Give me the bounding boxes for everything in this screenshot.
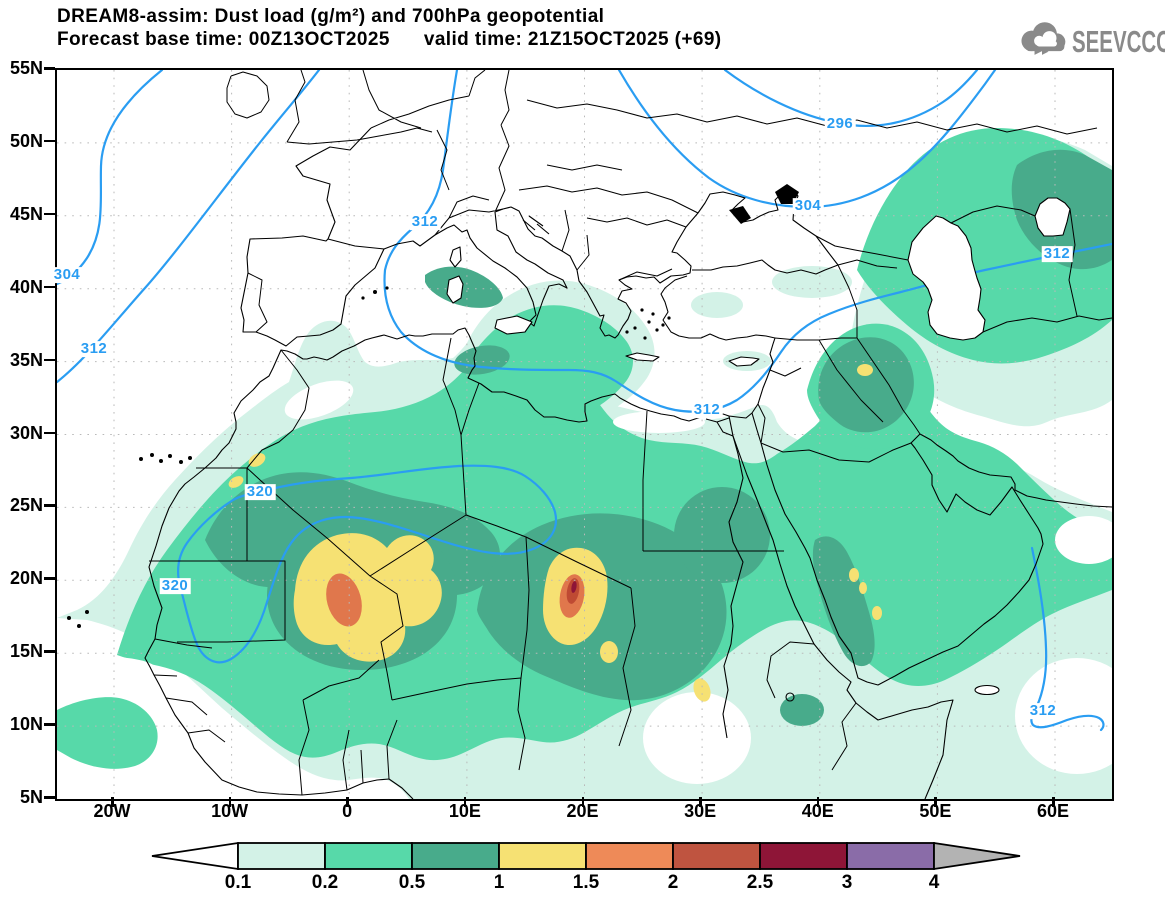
- colorbar-cell: [846, 842, 935, 870]
- colorbar-above-max-arrow: [933, 841, 1021, 871]
- lon-label: 10W: [211, 801, 249, 821]
- lat-tick: [44, 139, 55, 143]
- lon-tick: [346, 797, 349, 807]
- lat-label: 40N: [9, 276, 43, 297]
- lon-label: 40E: [801, 801, 834, 821]
- colorbar-tick-label: 3: [841, 872, 853, 893]
- lat-tick: [44, 796, 55, 799]
- lat-tick: [44, 723, 55, 726]
- lat-label: 10N: [9, 714, 43, 735]
- lat-tick: [44, 650, 55, 653]
- lat-tick: [44, 358, 55, 362]
- map-panel: 296 304 304 312 312 312 312 312 320 320: [51, 68, 1114, 801]
- lon-tick: [699, 797, 702, 807]
- colorbar-cell: [411, 842, 500, 870]
- lon-label: 20W: [93, 801, 131, 821]
- chart-title: DREAM8-assim: Dust load (g/m²) and 700hP…: [57, 6, 605, 27]
- geopotential-contour-label: 304: [51, 266, 83, 284]
- colorbar-tick-label: 0.5: [398, 872, 426, 893]
- colorbar-cell: [498, 842, 587, 870]
- map-canvas: [57, 70, 1112, 799]
- lat-label: 20N: [9, 568, 43, 589]
- lat-tick: [44, 285, 55, 289]
- lon-label: 50E: [919, 801, 952, 821]
- colorbar-tick-label: 0.2: [311, 872, 339, 893]
- lon-tick: [463, 797, 467, 807]
- contour-296: [723, 70, 979, 127]
- lon-label: 30E: [684, 801, 717, 821]
- colorbar-cell: [672, 842, 761, 870]
- colorbar-cell: [759, 842, 848, 870]
- geopotential-contour-label: 312: [1027, 702, 1059, 720]
- colorbar-below-min-arrow: [151, 841, 239, 871]
- lat-label: 5N: [19, 787, 43, 807]
- colorbar-tick-label: 2: [667, 872, 679, 893]
- lat-tick: [44, 504, 55, 507]
- geopotential-contour-label: 296: [824, 115, 856, 133]
- colorbar: [151, 841, 1021, 871]
- lat-tick: [44, 67, 55, 70]
- lat-tick: [44, 431, 55, 434]
- lat-label: 50N: [9, 130, 43, 151]
- dust-level-1-and-cores: [228, 364, 882, 702]
- colorbar-tick-label: 1.5: [572, 872, 600, 893]
- chart-subtitle: Forecast base time: 00Z13OCT2025 valid t…: [57, 29, 722, 50]
- lat-label: 25N: [9, 495, 43, 516]
- lat-tick: [44, 577, 55, 580]
- lon-label: 20E: [566, 801, 599, 821]
- colorbar-tick-label: 1: [493, 872, 505, 893]
- lat-label: 45N: [9, 203, 43, 224]
- lat-tick: [44, 212, 55, 216]
- lon-tick: [1052, 797, 1055, 807]
- country-borders: [149, 70, 1112, 796]
- geopotential-contour-label: 320: [244, 483, 276, 501]
- contour-320-loop: [176, 464, 558, 664]
- no-dust-gaps: [61, 380, 1112, 784]
- geopotential-contour-label: 312: [1041, 245, 1073, 263]
- geopotential-contour-label: 304: [792, 197, 824, 215]
- lon-tick: [228, 797, 232, 807]
- colorbar-tick-label: 0.1: [224, 872, 252, 893]
- lon-tick: [816, 797, 820, 807]
- lat-label: 15N: [9, 641, 43, 662]
- logo-text: SEEVCCC: [1072, 23, 1165, 59]
- colorbar-cell: [324, 842, 413, 870]
- lon-tick: [111, 797, 114, 807]
- colorbar-tick-label: 2.5: [746, 872, 774, 893]
- colorbar-tick-label: 4: [928, 872, 940, 893]
- cloud-icon: [1014, 18, 1070, 65]
- geopotential-contour-label: 312: [409, 213, 441, 231]
- contour-312-west: [57, 70, 321, 384]
- colorbar-cell: [237, 842, 326, 870]
- lon-label: 60E: [1036, 801, 1070, 821]
- seevccc-logo: SEEVCCC: [1014, 18, 1165, 65]
- geopotential-contour-label: 312: [78, 340, 110, 358]
- lat-label: 30N: [9, 422, 43, 443]
- lon-tick: [581, 797, 584, 807]
- geopotential-contour-label: 320: [159, 577, 191, 595]
- lat-label: 35N: [9, 349, 43, 370]
- lat-label: 55N: [9, 58, 43, 78]
- lon-label: 10E: [448, 801, 481, 821]
- contour-312-southeast: [1030, 546, 1105, 732]
- contour-304-west: [57, 70, 164, 286]
- coastlines: [144, 127, 1112, 799]
- geopotential-contour-label: 312: [691, 401, 723, 419]
- colorbar-cell: [585, 842, 674, 870]
- lon-label: 0: [342, 801, 353, 821]
- lon-tick: [934, 797, 937, 807]
